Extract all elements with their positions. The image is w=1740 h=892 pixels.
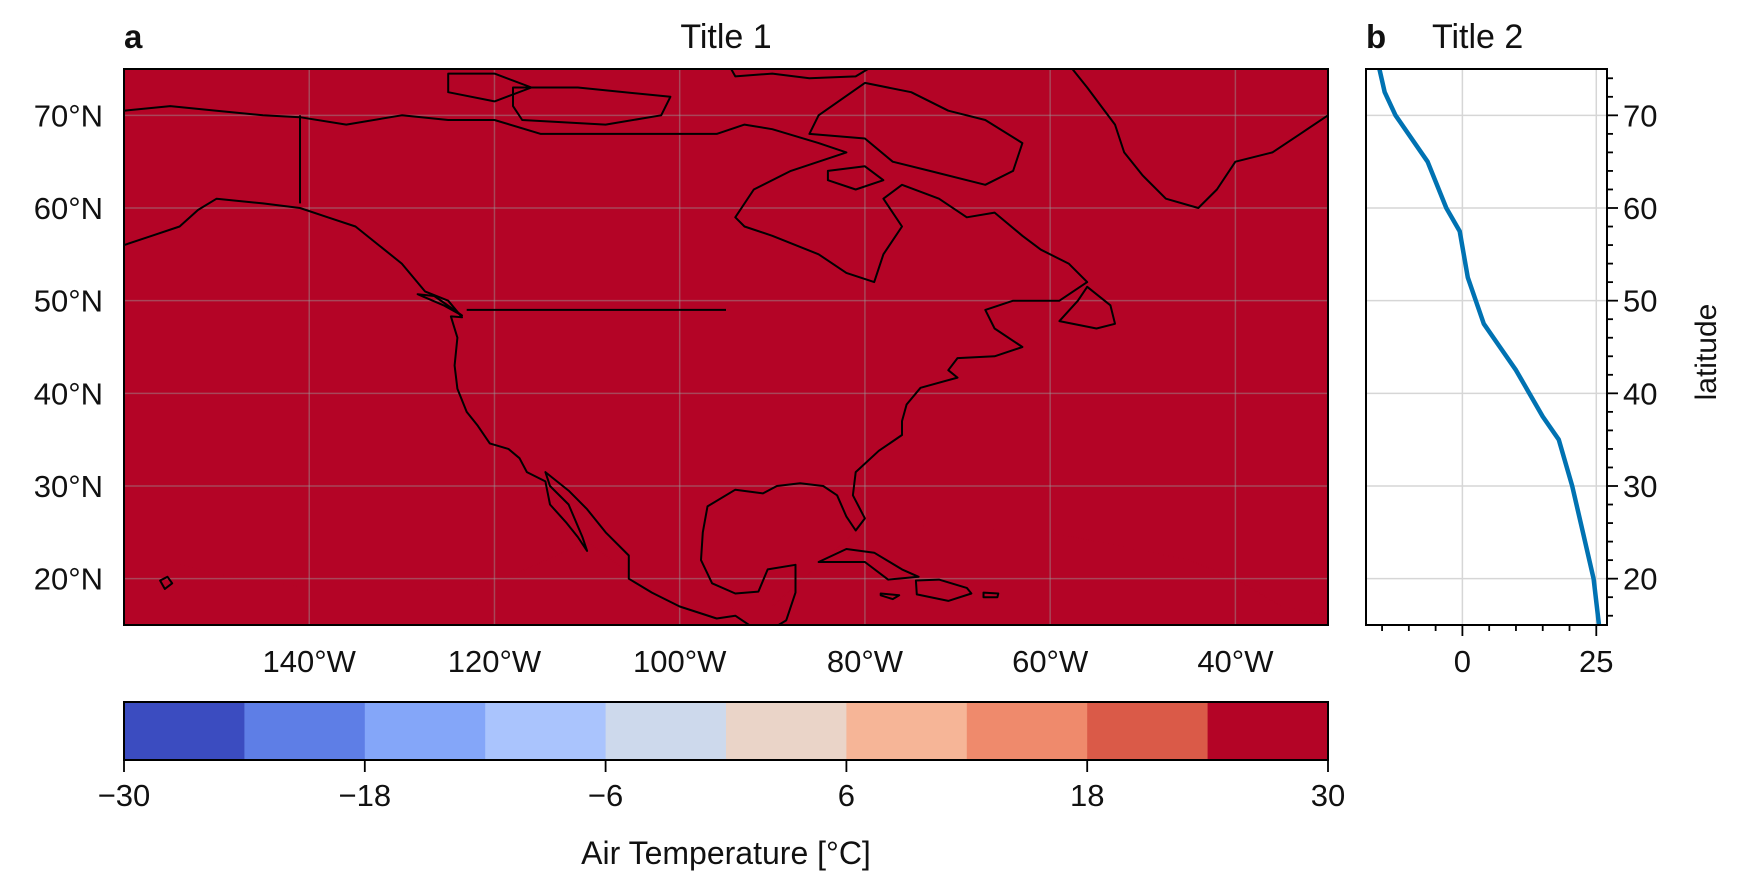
latitude-tick-label: 20°N xyxy=(34,562,103,597)
profile-y-tick-label: 30 xyxy=(1623,469,1657,504)
longitude-tick-label: 60°W xyxy=(1012,644,1089,679)
colorbar-swatch xyxy=(846,702,968,760)
profile-y-tick-label: 40 xyxy=(1623,376,1657,411)
coastline-vancouver-island xyxy=(416,293,463,317)
longitude-tick-label: 80°W xyxy=(827,644,904,679)
latitude-tick-label: 30°N xyxy=(34,469,103,504)
colorbar-tick-label: 30 xyxy=(1311,778,1345,813)
coastline-banks xyxy=(447,72,533,103)
coastline-victoria xyxy=(512,86,672,126)
coastline-newfoundland xyxy=(1058,285,1116,330)
panel-a-title: Title 1 xyxy=(680,18,771,56)
coastline-hudson-islands xyxy=(826,165,885,191)
coastline-hispaniola xyxy=(914,578,973,602)
map xyxy=(123,68,1329,626)
profile-y-tick-label: 50 xyxy=(1623,284,1657,319)
profile-ticks: 20 30 40 50 60 70 0 25 xyxy=(1381,77,1657,679)
latitude-tick-label: 70°N xyxy=(34,98,103,133)
colorbar-swatch xyxy=(605,702,727,760)
colorbar-swatch xyxy=(1087,702,1209,760)
profile-y-tick-label: 60 xyxy=(1623,191,1657,226)
latitude-tick-label: 60°N xyxy=(34,191,103,226)
panel-a-letter: a xyxy=(124,18,143,55)
profile-plot: 20 30 40 50 60 70 0 25 latitude xyxy=(1365,68,1723,679)
profile-gridlines xyxy=(1366,69,1607,625)
coastline-baffin xyxy=(808,81,1024,186)
colorbar-swatch xyxy=(966,702,1088,760)
colorbar-tick-label: −18 xyxy=(339,778,392,813)
temperature-band-24-to-30 xyxy=(124,69,1328,617)
profile-y-tick-label: 70 xyxy=(1623,98,1657,133)
coastline-puerto-rico xyxy=(982,591,1000,599)
temperature-profile-line xyxy=(1377,69,1602,625)
colorbar-swatch xyxy=(726,702,847,760)
coastline-greenland xyxy=(1071,69,1328,209)
map-gridlines xyxy=(124,69,1328,625)
colorbar-label: Air Temperature [°C] xyxy=(581,835,871,871)
coastline-north-america xyxy=(124,105,1089,625)
colorbar-swatch xyxy=(485,702,607,760)
colorbar-swatches xyxy=(124,702,1329,760)
coastline-cuba xyxy=(817,548,920,581)
coastline-hawaii xyxy=(159,575,174,590)
colorbar-ticks: −30 −18 −6 6 18 30 xyxy=(98,760,1345,813)
colorbar-tick-label: 18 xyxy=(1070,778,1104,813)
colorbar-swatch xyxy=(1207,702,1329,760)
profile-x-tick-label: 0 xyxy=(1454,644,1471,679)
longitude-tick-label: 100°W xyxy=(633,644,727,679)
latitude-tick-label: 40°N xyxy=(34,376,103,411)
colorbar: −30 −18 −6 6 18 30 Air Temperature [°C] xyxy=(98,701,1345,871)
colorbar-swatch xyxy=(124,702,245,760)
panel-b-title: Title 2 xyxy=(1432,18,1523,56)
profile-ylabel: latitude xyxy=(1690,304,1723,401)
map-frame xyxy=(123,68,1329,626)
colorbar-swatch xyxy=(244,702,366,760)
map-latitude-labels: 20°N 30°N 40°N 50°N 60°N 70°N xyxy=(34,98,103,596)
colorbar-tick-label: −6 xyxy=(588,778,623,813)
longitude-tick-label: 40°W xyxy=(1197,644,1274,679)
profile-frame xyxy=(1365,68,1608,626)
latitude-tick-label: 50°N xyxy=(34,284,103,319)
coastline-jamaica xyxy=(879,592,901,601)
map-longitude-labels: 140°W 120°W 100°W 80°W 60°W 40°W xyxy=(263,644,1275,679)
panel-b-letter: b xyxy=(1366,18,1386,55)
profile-y-tick-label: 20 xyxy=(1623,562,1657,597)
colorbar-swatch xyxy=(364,702,486,760)
longitude-tick-label: 120°W xyxy=(448,644,542,679)
temperature-contours xyxy=(124,69,1328,617)
colorbar-tick-label: 6 xyxy=(838,778,855,813)
longitude-tick-label: 140°W xyxy=(263,644,357,679)
colorbar-tick-label: −30 xyxy=(98,778,151,813)
coastlines xyxy=(124,69,1328,625)
profile-x-tick-label: 25 xyxy=(1579,644,1613,679)
coastline-ellesmere-edge xyxy=(730,69,870,80)
colorbar-frame xyxy=(123,701,1329,761)
